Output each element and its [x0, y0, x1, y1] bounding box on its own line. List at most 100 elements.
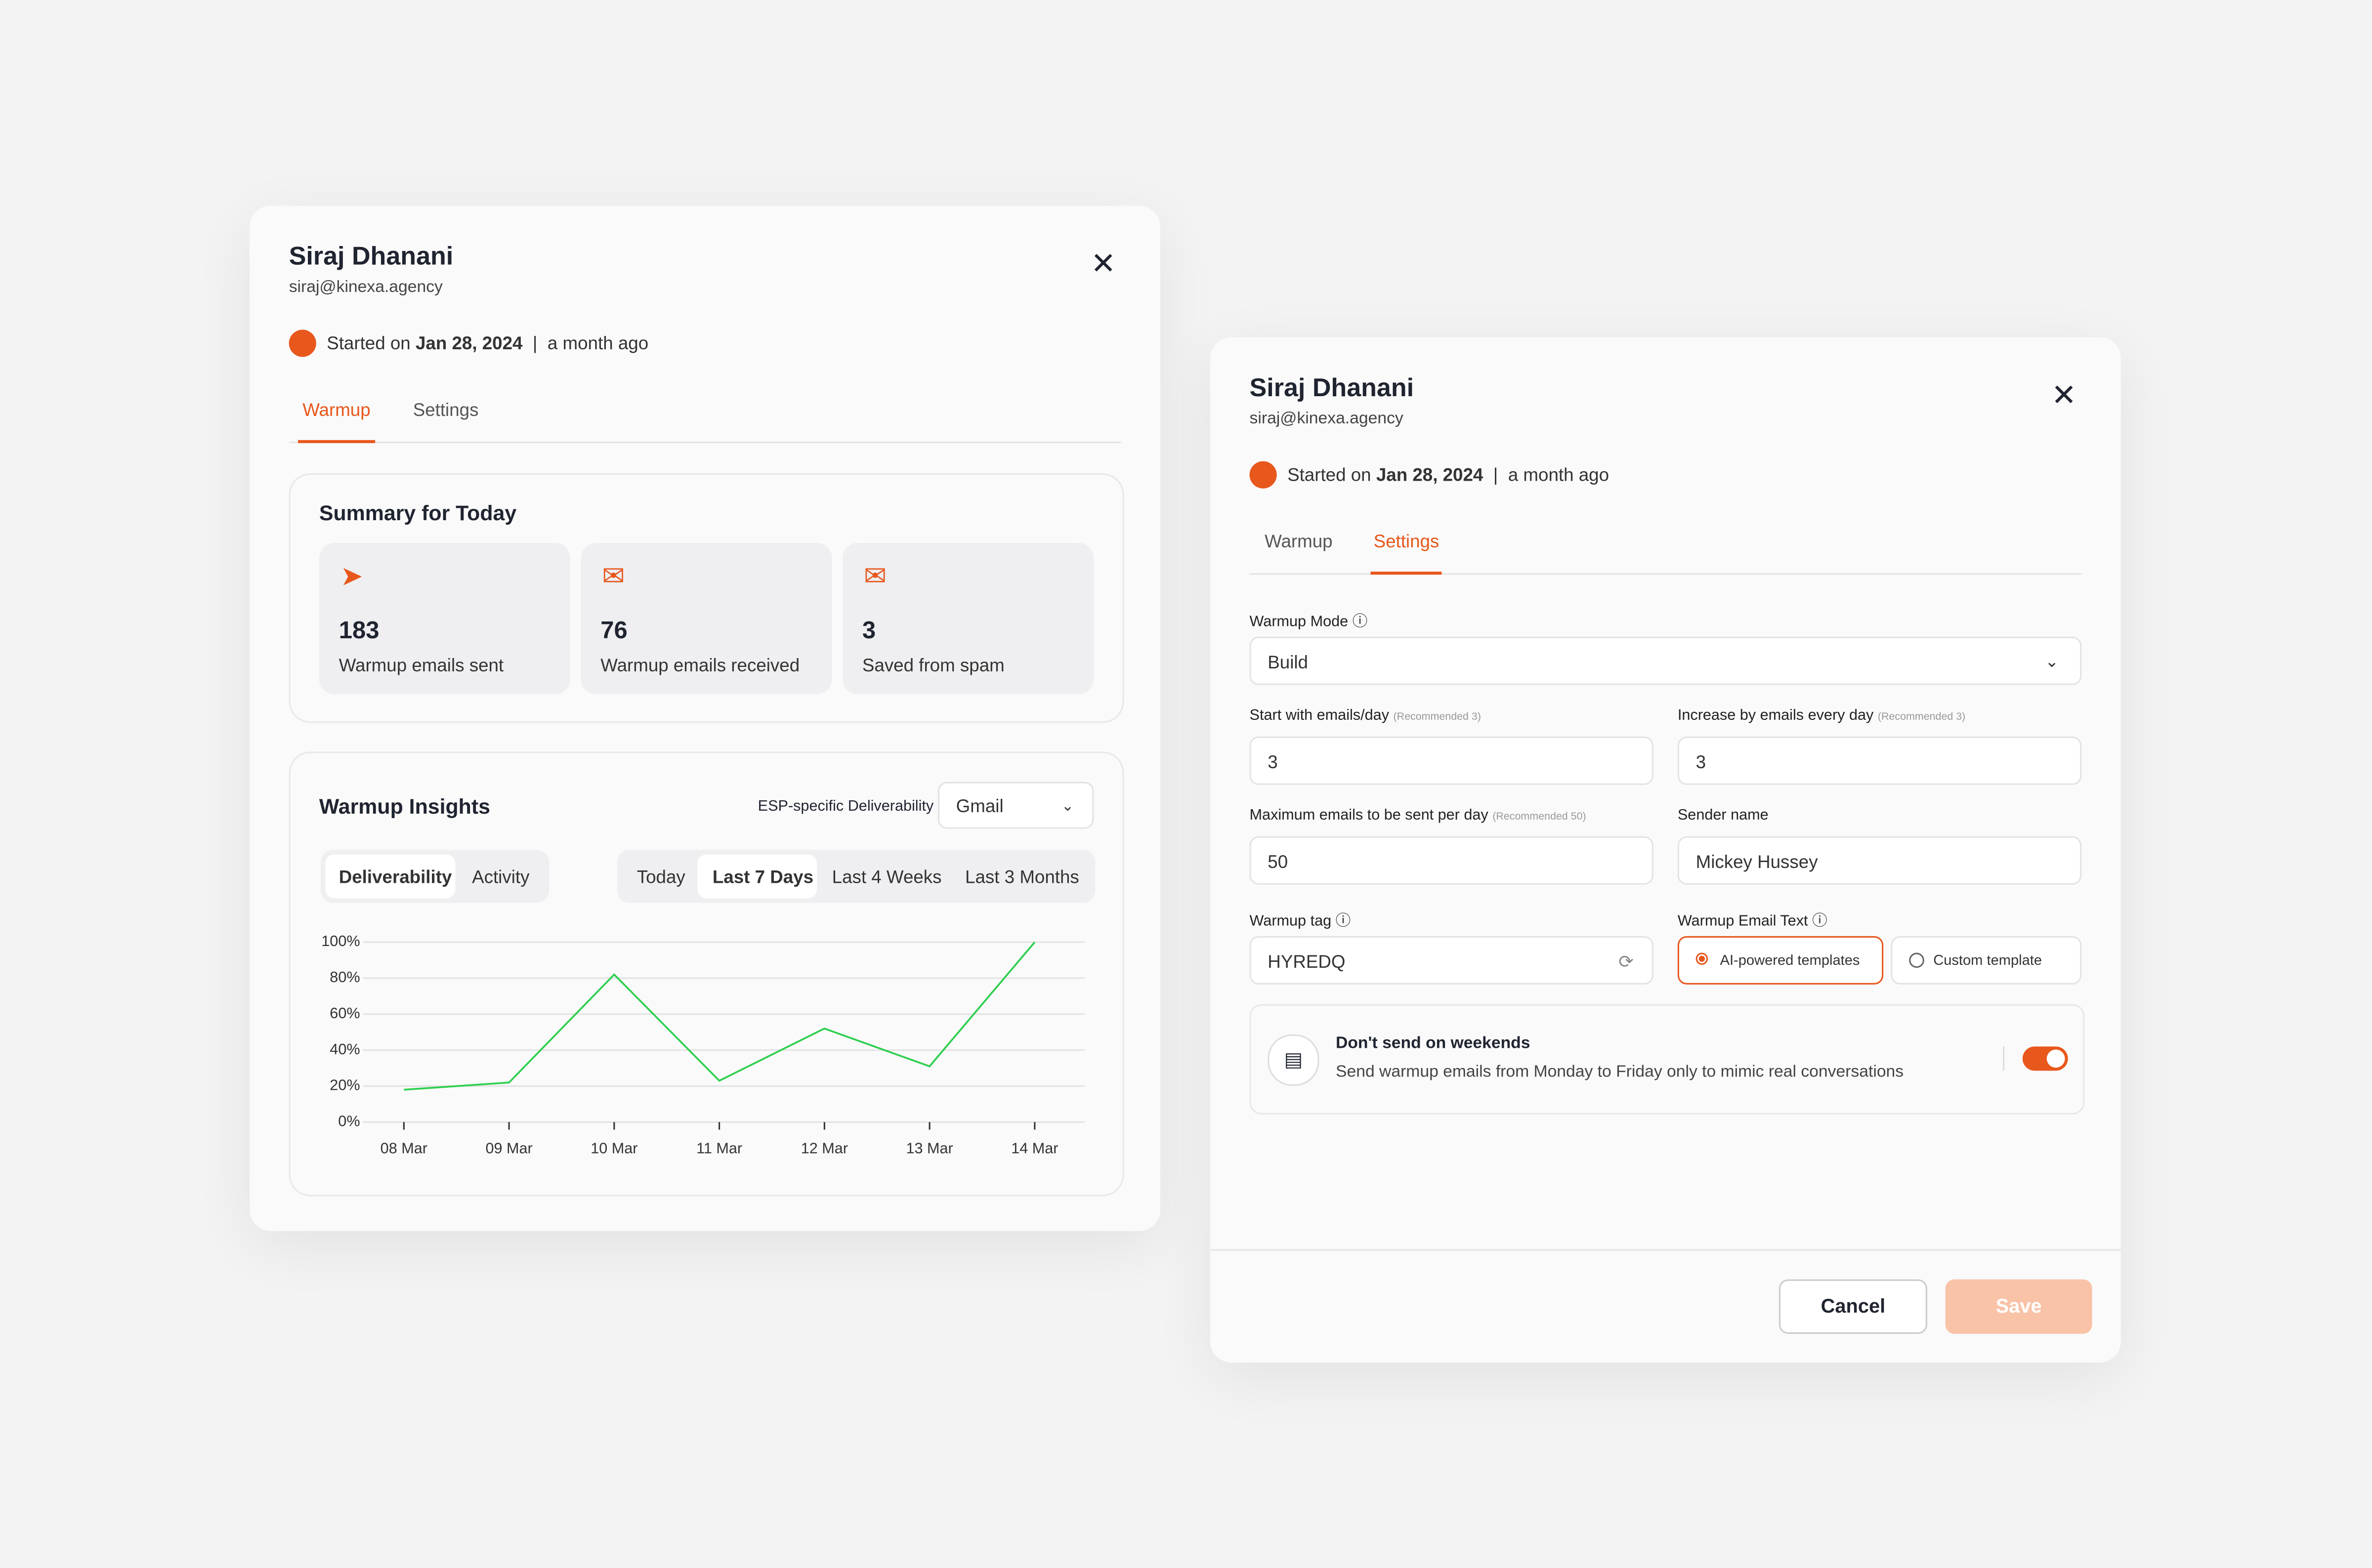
close[interactable]: ✕	[1091, 248, 1116, 282]
increase-input[interactable]: 3	[1677, 736, 2082, 785]
range-tab[interactable]: Today	[636, 867, 685, 888]
name: Siraj Dhanani	[289, 242, 454, 271]
mode-label: Warmup Mode	[1249, 614, 1349, 631]
start-date: Jan 28, 2024	[415, 332, 523, 354]
x-tick-label: 08 Mar	[381, 1140, 427, 1157]
stat-value: 3	[862, 619, 876, 645]
stat-value: 183	[339, 619, 380, 645]
sender-input[interactable]: Mickey Hussey	[1677, 836, 2082, 885]
y-tick-label: 40%	[330, 1041, 360, 1058]
summary-title: Summary for Today	[319, 500, 517, 525]
x-tick-label: 11 Mar	[696, 1140, 742, 1157]
icon	[1249, 461, 1277, 489]
x-tick-label: 14 Mar	[1011, 1140, 1058, 1157]
weekend-title: Don't send on weekends	[1336, 1034, 1530, 1053]
email: siraj@kinexa.agency	[289, 278, 443, 296]
esp-select[interactable]: Gmail ⌄	[937, 782, 1094, 829]
stat-label: Warmup emails received	[600, 655, 800, 676]
start-input[interactable]: 3	[1249, 736, 1653, 785]
tag-label: Warmup tag	[1249, 913, 1332, 930]
y-tick-label: 100%	[321, 933, 360, 949]
tag-input[interactable]: HYREDQ ⟳	[1249, 936, 1653, 985]
label: Maximum emails to be sent per day (Recom…	[1250, 808, 1586, 825]
started: Started on Jan 28, 2024 | a month ago	[1287, 464, 1609, 486]
icon	[289, 330, 316, 357]
x-tick-label: 09 Mar	[485, 1140, 532, 1157]
tab[interactable]: Warmup	[302, 399, 371, 421]
cancel-button[interactable]: Cancel	[1779, 1279, 1927, 1334]
hint: (Recommended 3)	[1877, 712, 1966, 723]
increase-label: Increase by emails every day	[1677, 707, 1874, 725]
stat-label: Saved from spam	[862, 655, 1005, 676]
label: Warmup Mode ⓘ	[1249, 614, 1368, 631]
tab-underline	[298, 440, 376, 443]
email: siraj@kinexa.agency	[1249, 410, 1403, 428]
x-tick-label: 13 Mar	[906, 1140, 953, 1157]
y-tick-label: 20%	[330, 1077, 360, 1094]
insights-title: Warmup Insights	[319, 794, 490, 819]
divider	[289, 441, 1121, 443]
summary-box: Summary for Today ➤ 183 Warmup emails sent…	[289, 473, 1124, 723]
started: Started on Jan 28, 2024 | a month ago	[327, 332, 648, 354]
range-tab[interactable]: Last 3 Months	[965, 867, 1079, 888]
stat-value: 76	[600, 619, 628, 645]
line	[404, 941, 1036, 1091]
label: Increase by emails every day (Recommende…	[1678, 708, 1965, 725]
tab[interactable]: Warmup	[1265, 531, 1333, 552]
x-tick-label: 12 Mar	[801, 1140, 848, 1157]
relative: a month ago	[547, 332, 649, 354]
x-tick-label: 10 Mar	[591, 1140, 637, 1157]
tab[interactable]: Settings	[1373, 531, 1440, 552]
option[interactable]: Custom template	[1891, 936, 2082, 985]
max-input[interactable]: 50	[1249, 836, 1653, 885]
start-label: Start with emails/day	[1249, 707, 1389, 725]
divider	[1249, 573, 2082, 575]
toggle[interactable]	[2022, 1046, 2068, 1071]
option-label: Custom template	[1933, 952, 2042, 970]
range-tab[interactable]: Last 7 Days	[712, 867, 814, 888]
y-tick-label: 80%	[330, 969, 360, 986]
view-tabs: Deliverability Activity	[320, 850, 550, 903]
mode-value: Build	[1268, 652, 1308, 673]
mode-select[interactable]: Build ⌄	[1249, 636, 2082, 685]
label: Warmup Email Text ⓘ	[1677, 913, 1827, 930]
weekend-desc: Send warmup emails from Monday to Friday…	[1336, 1063, 1904, 1081]
esp-label: ESP-specific Deliverability	[758, 798, 934, 815]
range-tabs: Today Last 7 Days Last 4 Weeks Last 3 Mo…	[617, 850, 1096, 903]
option-label: AI-powered templates	[1720, 952, 1860, 970]
tab[interactable]: Settings	[413, 399, 479, 421]
view-tab[interactable]: Deliverability	[339, 867, 452, 888]
close[interactable]: ✕	[2051, 379, 2077, 413]
relative: a month ago	[1508, 464, 1610, 486]
label: Start with emails/day (Recommended 3)	[1250, 708, 1481, 725]
hint: (Recommended 3)	[1393, 712, 1481, 723]
started-prefix: Started on	[1287, 464, 1371, 486]
y-tick-label: 60%	[330, 1005, 360, 1022]
tag-value: HYREDQ	[1268, 951, 1346, 973]
option[interactable]: AI-powered templates	[1677, 936, 1884, 985]
tab-underline	[1370, 572, 1442, 575]
name: Siraj Dhanani	[1249, 373, 1414, 403]
footer-divider	[1210, 1249, 2121, 1251]
save-button[interactable]: Save	[1945, 1279, 2092, 1334]
start-date: Jan 28, 2024	[1376, 464, 1483, 486]
sender-label: Sender name	[1677, 807, 1769, 825]
weekend-box: ▤ Don't send on weekends Send warmup ema…	[1249, 1004, 2085, 1115]
right-panel: Siraj Dhanani siraj@kinexa.agency Starte…	[1210, 337, 2121, 1363]
sep: |	[532, 332, 538, 354]
started-prefix: Started on	[327, 332, 411, 354]
sep: |	[1493, 464, 1498, 486]
y-tick-label: 0%	[338, 1113, 360, 1130]
label: Warmup tag ⓘ	[1249, 913, 1351, 930]
esp-value: Gmail	[956, 795, 1004, 817]
range-tab[interactable]: Last 4 Weeks	[832, 867, 942, 888]
view-tab[interactable]: Activity	[472, 867, 530, 888]
stat-card: ➤ 183 Warmup emails sent	[319, 542, 571, 695]
hint: (Recommended 50)	[1492, 812, 1586, 823]
email-text-label: Warmup Email Text	[1677, 913, 1808, 930]
max-label: Maximum emails to be sent per day	[1249, 807, 1488, 825]
stat-card: ✉ 3 Saved from spam	[843, 542, 1094, 695]
